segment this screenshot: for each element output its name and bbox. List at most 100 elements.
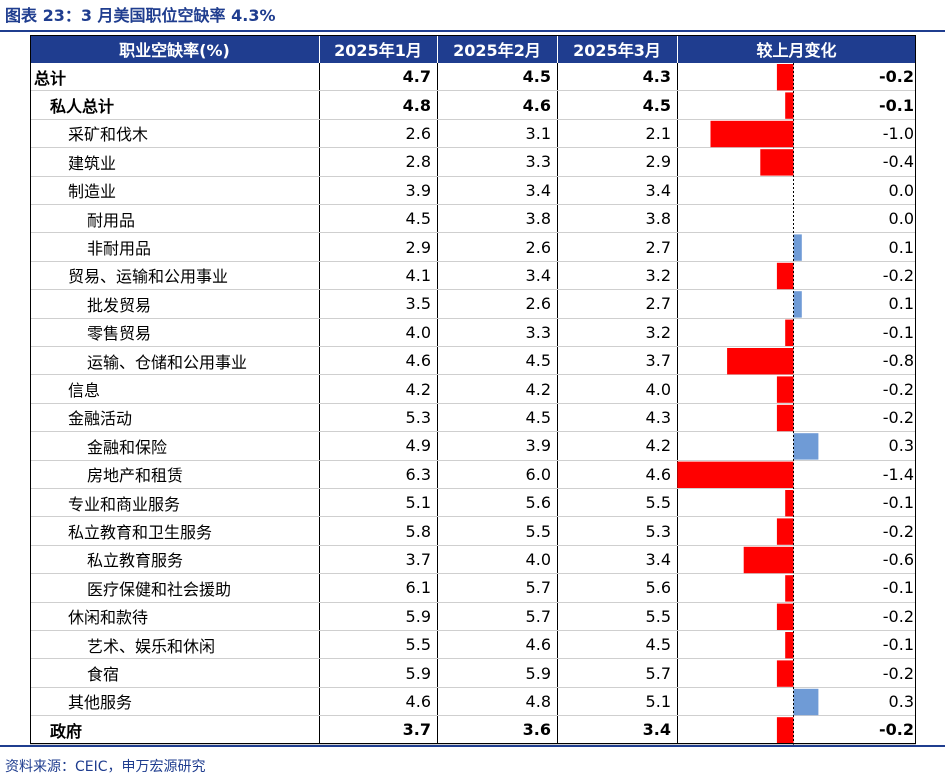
negative-change-bar xyxy=(785,92,794,119)
value-change: -0.4 xyxy=(677,148,916,176)
value-change: -0.1 xyxy=(677,318,916,346)
negative-change-bar xyxy=(710,120,794,148)
value-change: -0.2 xyxy=(677,403,916,432)
negative-change-bar xyxy=(785,575,794,602)
value-change: -0.1 xyxy=(677,631,916,659)
value-jan: 6.1 xyxy=(319,574,437,602)
value-change: -1.0 xyxy=(677,119,916,148)
value-mar: 3.7 xyxy=(557,347,677,375)
value-feb: 4.2 xyxy=(437,375,557,403)
value-feb: 4.8 xyxy=(437,687,557,716)
negative-change-bar xyxy=(776,518,794,545)
value-mar: 2.9 xyxy=(557,148,677,176)
value-jan: 4.7 xyxy=(319,63,437,91)
negative-change-bar xyxy=(776,262,794,290)
table-row: 食宿 5.9 5.9 5.7 -0.2 xyxy=(30,659,916,688)
row-label: 房地产和租赁 xyxy=(87,466,184,486)
value-jan: 4.5 xyxy=(319,205,437,233)
value-change: 0.0 xyxy=(677,176,916,204)
value-feb: 3.3 xyxy=(437,318,557,346)
row-label: 金融和保险 xyxy=(87,437,168,457)
table-row: 专业和商业服务 5.1 5.6 5.5 -0.1 xyxy=(30,489,916,518)
value-jan: 4.8 xyxy=(319,91,437,119)
negative-change-bar xyxy=(776,660,794,687)
value-feb: 5.6 xyxy=(437,489,557,517)
value-feb: 3.1 xyxy=(437,119,557,148)
row-label: 总计 xyxy=(34,68,67,88)
value-change: -0.2 xyxy=(677,602,916,630)
value-mar: 3.8 xyxy=(557,205,677,233)
value-mar: 4.6 xyxy=(557,460,677,488)
row-label: 休闲和款待 xyxy=(68,608,149,628)
title-rule xyxy=(0,30,945,32)
table-row: 金融和保险 4.9 3.9 4.2 0.3 xyxy=(30,432,916,461)
value-change: -0.1 xyxy=(677,91,916,119)
value-change: -0.1 xyxy=(677,489,916,517)
value-feb: 4.0 xyxy=(437,545,557,574)
value-jan: 5.5 xyxy=(319,631,437,659)
negative-change-bar xyxy=(785,490,794,517)
table-row: 采矿和伐木 2.6 3.1 2.1 -1.0 xyxy=(30,119,916,149)
value-jan: 2.9 xyxy=(319,233,437,261)
table-row: 耐用品 4.5 3.8 3.8 0.0 xyxy=(30,205,916,234)
value-change: -0.2 xyxy=(677,261,916,290)
row-label: 耐用品 xyxy=(87,210,136,230)
value-mar: 4.3 xyxy=(557,63,677,91)
value-jan: 3.5 xyxy=(319,290,437,318)
value-feb: 3.4 xyxy=(437,176,557,204)
row-label: 建筑业 xyxy=(68,153,117,173)
change-bars xyxy=(677,63,819,745)
positive-change-bar xyxy=(793,234,802,261)
value-mar: 2.1 xyxy=(557,119,677,148)
row-label: 非耐用品 xyxy=(87,239,152,259)
value-change: -0.2 xyxy=(677,716,916,744)
row-label: 其他服务 xyxy=(68,693,133,713)
value-jan: 4.9 xyxy=(319,432,437,460)
negative-change-bar xyxy=(776,717,794,744)
negative-change-bar xyxy=(760,149,794,176)
table-row: 制造业 3.9 3.4 3.4 0.0 xyxy=(30,176,916,205)
value-jan: 4.2 xyxy=(319,375,437,403)
table-row: 私人总计 4.8 4.6 4.5 -0.1 xyxy=(30,91,916,120)
table-row: 艺术、娱乐和休闲 5.5 4.6 4.5 -0.1 xyxy=(30,631,916,660)
value-change: -0.6 xyxy=(677,545,916,574)
table-row: 信息 4.2 4.2 4.0 -0.2 xyxy=(30,375,916,404)
value-mar: 4.2 xyxy=(557,432,677,460)
table-row: 私立教育服务 3.7 4.0 3.4 -0.6 xyxy=(30,545,916,575)
row-label: 金融活动 xyxy=(68,409,133,429)
row-label: 运输、仓储和公用事业 xyxy=(87,352,248,372)
value-mar: 4.3 xyxy=(557,403,677,432)
value-jan: 4.6 xyxy=(319,347,437,375)
negative-change-bar xyxy=(776,64,794,91)
value-change: 0.1 xyxy=(677,233,916,261)
bottom-rule xyxy=(0,745,945,747)
row-label: 专业和商业服务 xyxy=(68,494,181,514)
value-feb: 4.6 xyxy=(437,631,557,659)
negative-change-bar xyxy=(776,376,794,403)
value-feb: 2.6 xyxy=(437,290,557,318)
value-feb: 4.5 xyxy=(437,403,557,432)
row-label: 批发贸易 xyxy=(87,295,152,315)
value-jan: 4.6 xyxy=(319,687,437,716)
value-mar: 4.0 xyxy=(557,375,677,403)
value-mar: 5.6 xyxy=(557,574,677,602)
row-label: 医疗保健和社会援助 xyxy=(87,579,232,599)
header-divider xyxy=(319,35,320,63)
row-label: 贸易、运输和公用事业 xyxy=(68,267,229,287)
value-jan: 4.0 xyxy=(319,318,437,346)
value-mar: 5.3 xyxy=(557,517,677,545)
positive-change-bar xyxy=(793,688,819,716)
value-mar: 2.7 xyxy=(557,290,677,318)
value-jan: 5.9 xyxy=(319,659,437,687)
value-feb: 3.9 xyxy=(437,432,557,460)
value-mar: 3.2 xyxy=(557,261,677,290)
positive-change-bar xyxy=(793,291,802,318)
table-row: 非耐用品 2.9 2.6 2.7 0.1 xyxy=(30,233,916,262)
value-mar: 3.4 xyxy=(557,716,677,744)
value-jan: 5.8 xyxy=(319,517,437,545)
negative-change-bar xyxy=(677,461,794,488)
value-change: -0.1 xyxy=(677,574,916,602)
table-row: 政府 3.7 3.6 3.4 -0.2 xyxy=(30,716,916,745)
value-change: 0.0 xyxy=(677,205,916,233)
value-feb: 6.0 xyxy=(437,460,557,488)
